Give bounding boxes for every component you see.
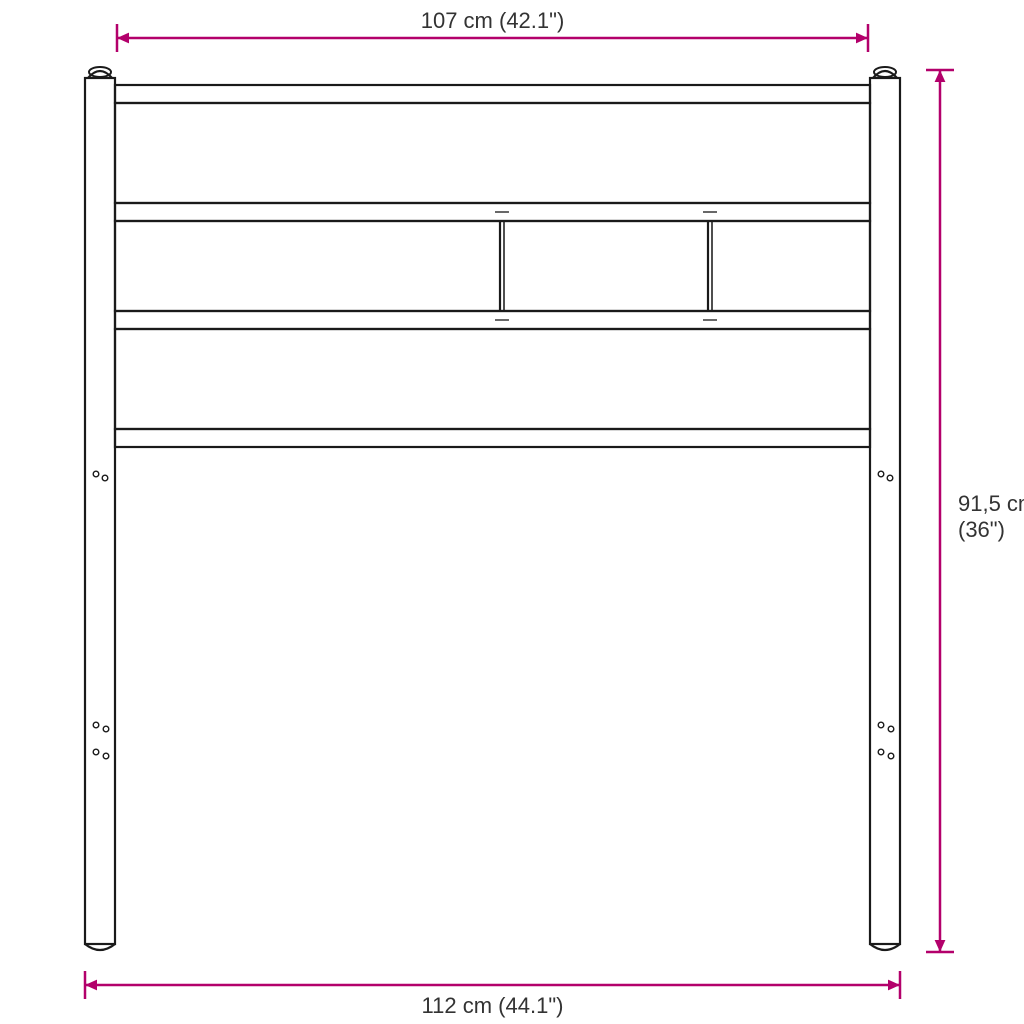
dim-right-cm: 91,5 cm: [958, 491, 1024, 516]
dim-bottom-cm: 112 cm: [422, 993, 493, 1018]
dim-bottom-in: (44.1"): [498, 993, 563, 1018]
dimension-label-top: 107 cm (42.1"): [421, 8, 565, 33]
dim-right-in: (36"): [958, 517, 1005, 542]
dim-top-cm: 107 cm: [421, 8, 493, 33]
dim-top-in: (42.1"): [499, 8, 564, 33]
dimension-label-bottom: 112 cm (44.1"): [422, 993, 564, 1018]
dimension-label-right: 91,5 cm(36"): [958, 491, 1024, 542]
